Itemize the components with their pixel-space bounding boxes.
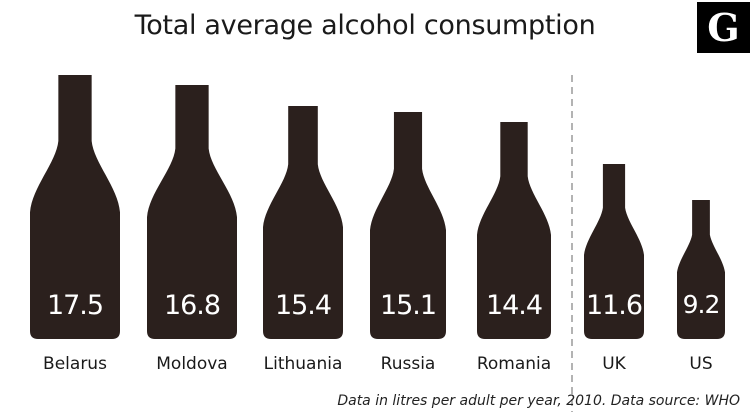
country-label: Romania: [476, 354, 552, 374]
bottle-value: 16.8: [163, 290, 221, 321]
footnote: Data in litres per adult per year, 2010.…: [337, 393, 740, 409]
bottle-value: 9.2: [682, 290, 721, 319]
bottle-bar-uk: [584, 164, 644, 339]
bottle-bar-romania: [477, 122, 551, 339]
bottle-bar-moldova: [147, 85, 237, 339]
guardian-logo: G: [697, 2, 750, 53]
country-label: Russia: [380, 354, 436, 374]
bottle-value: 17.5: [46, 290, 104, 321]
country-label: Belarus: [43, 354, 107, 374]
chart-title: Total average alcohol consumption: [134, 10, 596, 41]
bottle-value: 15.1: [379, 290, 437, 321]
country-label: UK: [602, 354, 626, 374]
bottle-bar-belarus: [30, 75, 120, 339]
country-label: Lithuania: [263, 354, 343, 374]
country-label: Moldova: [156, 354, 228, 374]
bottle-value: 14.4: [485, 290, 543, 321]
bottle-bar-russia: [370, 112, 446, 339]
bottle-value: 11.6: [585, 290, 643, 321]
bottle-value: 15.4: [274, 290, 332, 321]
bottle-bar-us: [677, 200, 725, 339]
bottle-bar-lithuania: [263, 106, 343, 339]
country-label: US: [689, 354, 713, 374]
